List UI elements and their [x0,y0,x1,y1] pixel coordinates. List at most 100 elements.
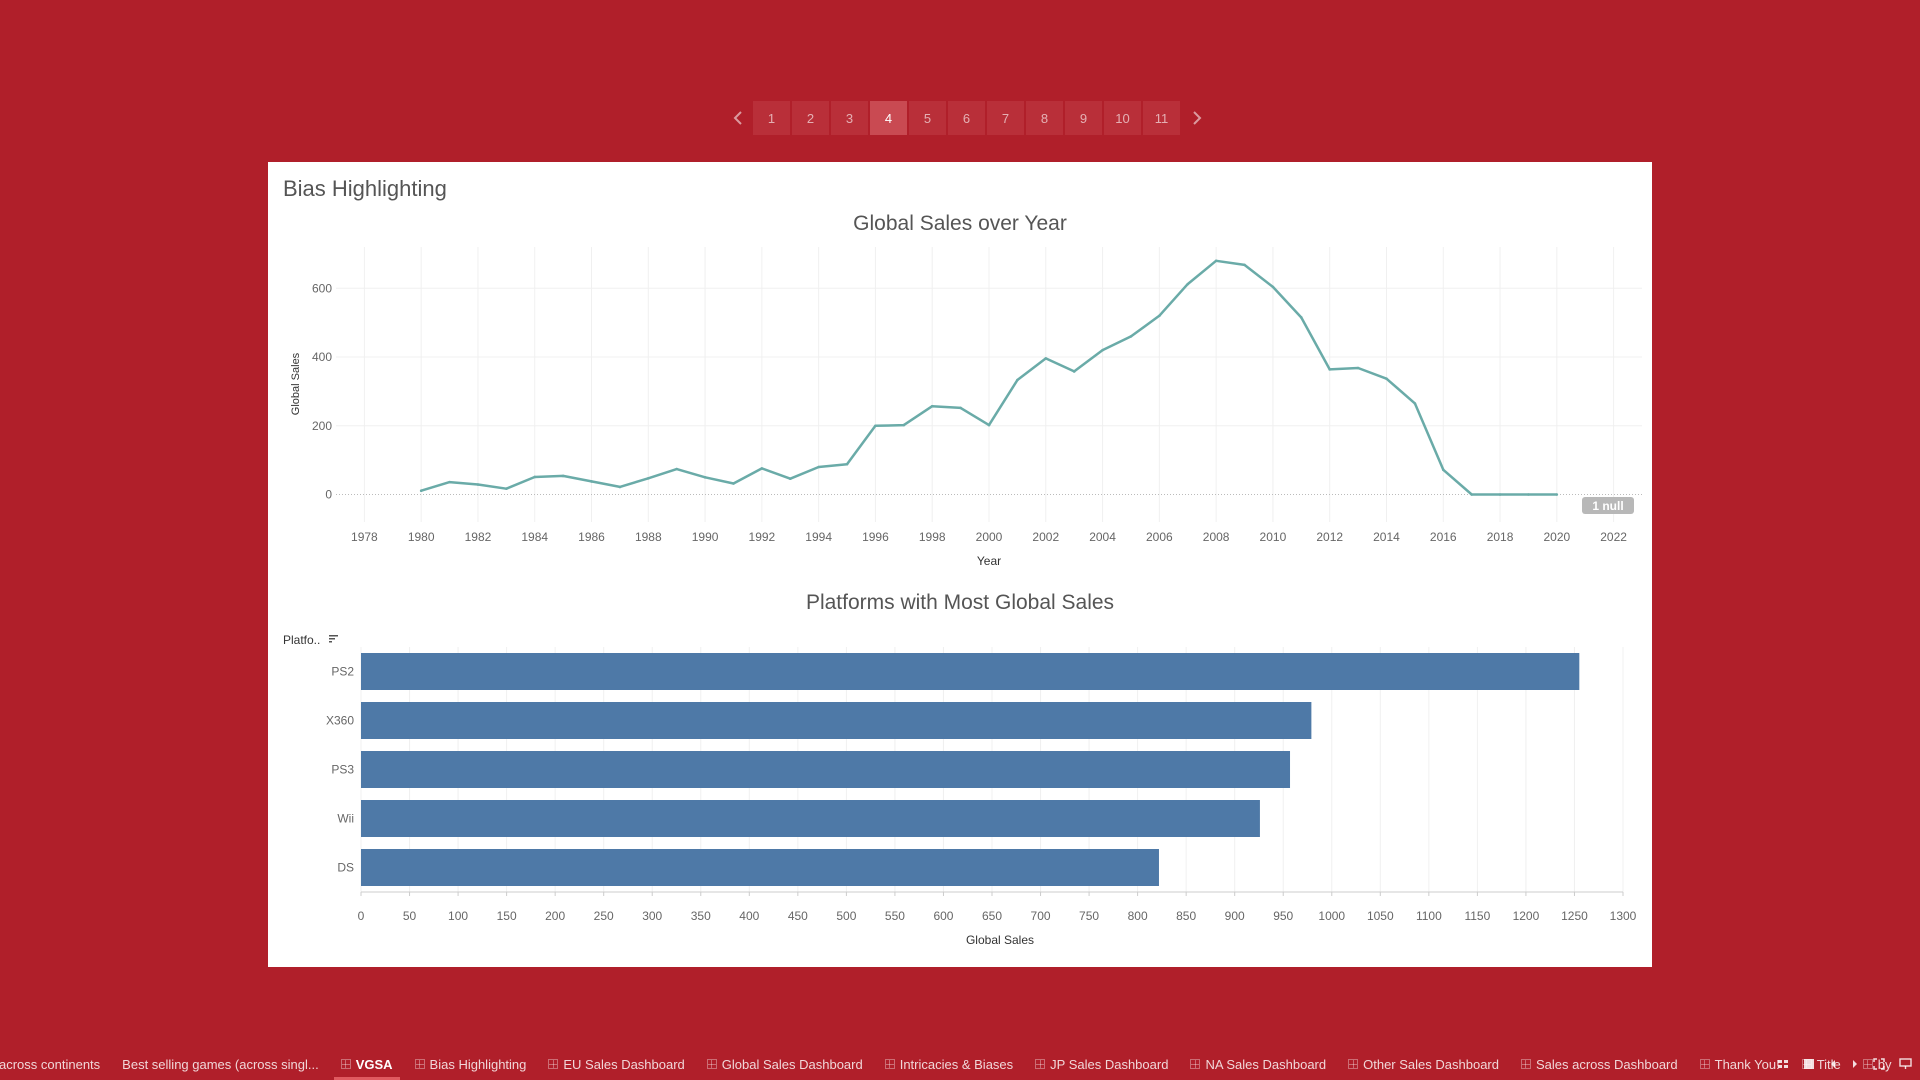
story-point-2[interactable]: 2 [792,101,829,135]
sheet-tab[interactable]: Global Sales Dashboard [696,1048,874,1080]
page-title: Bias Highlighting [283,176,447,201]
dashboard-icon [548,1059,559,1069]
story-point-9[interactable]: 9 [1065,101,1102,135]
scroll-right-icon[interactable] [1851,1059,1859,1069]
line-chart-point [675,467,678,471]
line-chart-point [1527,493,1530,496]
bar-chart-xtick: 850 [1176,909,1196,923]
line-chart-point [448,480,451,484]
dashboard-icon [1862,1059,1873,1069]
sheet-tab-label: VGSA [355,1056,393,1072]
present-icon[interactable] [1899,1058,1912,1070]
line-chart-point [1470,493,1473,496]
sheet-tab[interactable]: across continents [0,1048,111,1080]
line-chart-point [1129,335,1133,338]
story-canvas: Bias Highlighting Global Sales over Year… [268,162,1652,967]
bar-chart-title: Platforms with Most Global Sales [805,591,1115,614]
line-chart-point [647,477,650,480]
sheet-tab-label: NA Sales Dashboard [1205,1056,1327,1072]
line-chart-point [1072,370,1076,373]
line-chart-xtick: 2020 [1543,530,1570,544]
sheet-tab-label: Sales across Dashboard [1535,1056,1678,1072]
line-chart-xtick: 2000 [976,530,1003,544]
line-chart-point [1101,348,1104,352]
line-chart-xtick: 2014 [1373,530,1400,544]
sheet-tab[interactable]: by [1852,1048,1903,1080]
bar-chart-xtick: 450 [788,909,808,923]
line-chart-point [874,424,877,428]
line-chart-ytick: 600 [312,281,332,295]
line-chart-xtick: 2012 [1316,530,1343,544]
bar-chart-xtick: 350 [691,909,711,923]
chevron-left-icon[interactable] [723,101,753,135]
sheet-tab-label: Bias Highlighting [429,1056,527,1072]
sort-descending-icon[interactable] [329,635,338,643]
line-chart-point [930,404,934,408]
line-chart-point [590,480,593,483]
line-chart-xtick: 1992 [749,530,776,544]
line-chart-point [902,423,906,427]
sheet-tab[interactable]: Bias Highlighting [404,1048,538,1080]
bar-chart-xtick: 750 [1079,909,1099,923]
chevron-right-icon[interactable] [1182,101,1212,135]
scroll-left-icon[interactable] [1829,1059,1837,1069]
sheet-tab[interactable]: Other Sales Dashboard [1337,1048,1510,1080]
line-chart-xtick: 2022 [1600,530,1627,544]
sheet-sorter-icon[interactable] [1777,1058,1789,1070]
bar-category-label: DS [337,861,354,875]
fullscreen-icon[interactable] [1873,1058,1885,1070]
filmstrip-icon[interactable] [1803,1058,1815,1070]
dashboard-icon [1348,1059,1359,1069]
sheet-tab[interactable]: VGSA [330,1048,404,1080]
bar-chart-xtick: 700 [1031,909,1051,923]
bar-chart-xtick: 250 [594,909,614,923]
sheet-tab-label: by [1877,1056,1892,1072]
line-chart-xtick: 2016 [1430,530,1457,544]
line-chart-xtick: 1990 [692,530,719,544]
line-chart-point [703,476,707,479]
bar-category-label: PS3 [331,763,354,777]
sheet-tab[interactable]: Sales across Dashboard [1510,1048,1689,1080]
sheet-tab[interactable]: Thank You! [1689,1048,1791,1080]
sheet-tab[interactable]: NA Sales Dashboard [1179,1048,1337,1080]
dashboard-icon [414,1059,425,1069]
sheet-tab[interactable]: Intricacies & Biases [874,1048,1024,1080]
sheet-tab-label: across continents [0,1056,101,1072]
story-point-5[interactable]: 5 [909,101,946,135]
line-chart-xtick: 2002 [1032,530,1059,544]
tab-bar-controls [1777,1048,1912,1080]
story-point-8[interactable]: 8 [1026,101,1063,135]
line-chart-point [1214,259,1218,263]
bar-chart-xtick: 0 [358,909,365,923]
line-chart-xlabel: Year [977,554,1001,568]
bar-chart-xtick: 1300 [1610,909,1637,923]
sheet-tab[interactable]: Best selling games (across singl... [111,1048,330,1080]
story-point-6[interactable]: 6 [948,101,985,135]
sheet-tab[interactable]: EU Sales Dashboard [537,1048,695,1080]
line-chart-ytick: 400 [312,350,332,364]
sheet-tab-label: Intricacies & Biases [899,1056,1014,1072]
dashboard-icon [1699,1059,1710,1069]
story-point-1[interactable]: 1 [753,101,790,135]
null-badge [1582,497,1634,514]
line-chart-point [959,406,962,410]
dashboard-icon [1190,1059,1201,1069]
story-point-10[interactable]: 10 [1104,101,1141,135]
bar-chart-xlabel: Global Sales [966,933,1034,947]
story-point-7[interactable]: 7 [987,101,1024,135]
story-point-11[interactable]: 11 [1143,101,1180,135]
line-chart-point [561,474,565,478]
line-chart-point [760,467,764,470]
bar-category-label: Wii [337,812,354,826]
line-chart-point [1243,263,1246,267]
bar-chart-xtick: 1000 [1318,909,1345,923]
story-point-4[interactable]: 4 [870,101,907,135]
line-chart-point [533,475,537,479]
line-chart-point [1356,366,1360,370]
bar-chart-xtick: 300 [642,909,662,923]
sheet-tab[interactable]: JP Sales Dashboard [1024,1048,1179,1080]
bar-ps2 [361,653,1580,690]
line-chart-point [476,483,480,486]
story-point-3[interactable]: 3 [831,101,868,135]
bar-chart-xtick: 650 [982,909,1002,923]
